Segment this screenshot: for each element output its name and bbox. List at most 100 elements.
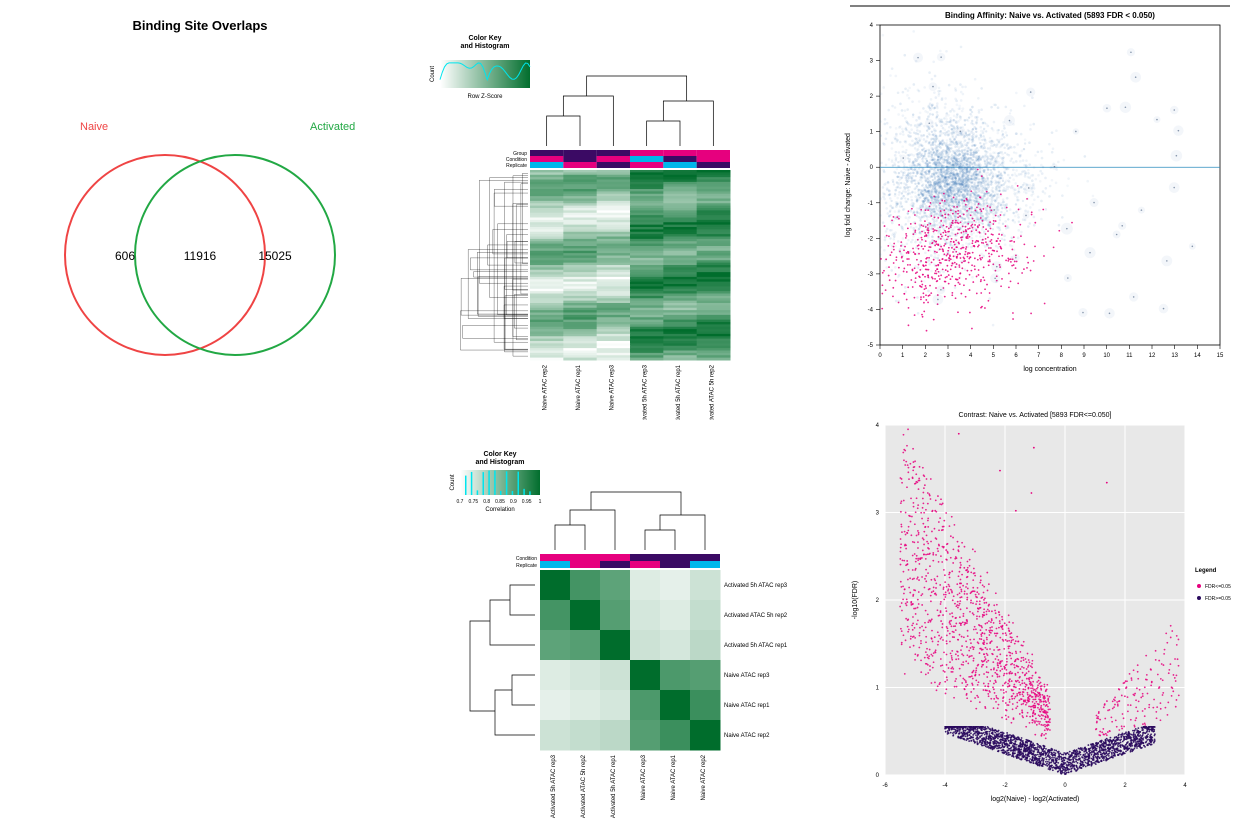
svg-text:15: 15	[1217, 353, 1224, 359]
vol-legend-label: FDR<=0.05	[1205, 584, 1231, 590]
svg-text:and Histogram: and Histogram	[460, 43, 509, 50]
svg-text:-3: -3	[868, 272, 874, 278]
hm2-row-label: Naive ATAC rep2	[724, 733, 770, 739]
hm1-annot	[530, 162, 563, 168]
svg-text:Condition: Condition	[516, 556, 537, 562]
svg-text:Count: Count	[450, 474, 456, 490]
hm1-colorkey-title: Color Key	[468, 35, 501, 42]
hm1-annot	[697, 162, 730, 168]
svg-text:0: 0	[870, 165, 874, 171]
volcano-svg: Contrast: Naive vs. Activated [5893 FDR<…	[830, 405, 1248, 825]
vol-ylabel: -log10(FDR)	[852, 581, 859, 620]
hm2-col-label: Naive ATAC rep1	[671, 754, 677, 800]
hm1-annot	[597, 150, 630, 156]
hm1-annot	[563, 162, 596, 168]
svg-text:4: 4	[969, 353, 973, 359]
hm1-annot	[597, 156, 630, 162]
venn-right-value: 15025	[258, 249, 292, 263]
svg-text:14: 14	[1194, 353, 1201, 359]
svg-text:11: 11	[1126, 353, 1133, 359]
hm1-annot	[663, 162, 696, 168]
venn-right-label: Activated	[310, 121, 355, 133]
svg-text:9: 9	[1082, 353, 1086, 359]
hm1-annot	[663, 150, 696, 156]
hm1-col-label: Naive ATAC rep2	[543, 364, 549, 410]
svg-text:3: 3	[946, 353, 950, 359]
hm1-annot	[597, 162, 630, 168]
vol-title: Contrast: Naive vs. Activated [5893 FDR<…	[959, 412, 1112, 419]
hm1-annot	[630, 156, 663, 162]
svg-text:4: 4	[870, 23, 874, 29]
venn-panel: Binding Site OverlapsNaiveActivated60611…	[0, 0, 400, 420]
venn-left-label: Naive	[80, 121, 108, 133]
svg-text:3: 3	[870, 59, 874, 65]
svg-text:2: 2	[924, 353, 928, 359]
svg-text:8: 8	[1060, 353, 1064, 359]
ma-xlabel: log concentration	[1023, 366, 1076, 373]
svg-text:10: 10	[1103, 353, 1110, 359]
venn-svg: Binding Site OverlapsNaiveActivated60611…	[0, 0, 400, 420]
svg-text:0.7: 0.7	[457, 499, 464, 505]
heatmap2-svg: Color Keyand HistogramCountCorrelation0.…	[420, 440, 800, 825]
hm1-col-dendro	[547, 76, 714, 146]
svg-text:0.9: 0.9	[510, 499, 517, 505]
hm2-row-label: Naive ATAC rep1	[724, 703, 770, 709]
hm1-col-label: Naive ATAC rep1	[576, 364, 582, 410]
svg-text:Replicate: Replicate	[506, 163, 527, 169]
vol-legend-label: FDR>=0.05	[1205, 596, 1231, 602]
hm1-annot	[530, 150, 563, 156]
maplot-svg: Binding Affinity: Naive vs. Activated (5…	[830, 0, 1240, 390]
svg-text:0: 0	[878, 353, 882, 359]
venn-right-circle	[135, 155, 335, 355]
svg-text:1: 1	[870, 130, 874, 136]
svg-text:0.95: 0.95	[522, 499, 532, 505]
svg-text:0.8: 0.8	[483, 499, 490, 505]
svg-text:6: 6	[1014, 353, 1018, 359]
hm1-annot	[630, 150, 663, 156]
hm1-col-label: Activated 5h ATAC rep1	[676, 364, 682, 420]
svg-text:5: 5	[992, 353, 996, 359]
svg-text:0.85: 0.85	[495, 499, 505, 505]
hm2-col-label: Naive ATAC rep3	[641, 754, 647, 800]
hm1-col-label: Activated 5h ATAC rep3	[643, 364, 649, 420]
svg-text:Count: Count	[430, 66, 436, 82]
vol-xlabel: log2(Naive) - log2(Activated)	[991, 796, 1080, 803]
ma-ylabel: log fold change: Naive - Activated	[845, 133, 852, 237]
svg-text:-1: -1	[868, 201, 874, 207]
hm1-row-dendro	[460, 173, 528, 356]
heatmap1-svg: Color Keyand HistogramCountRow Z-ScoreGr…	[420, 20, 770, 420]
svg-text:-5: -5	[868, 343, 874, 349]
svg-text:Row Z-Score: Row Z-Score	[467, 94, 503, 100]
svg-text:12: 12	[1149, 353, 1156, 359]
svg-text:-4: -4	[868, 307, 874, 313]
hm1-annot	[697, 150, 730, 156]
svg-text:Replicate: Replicate	[516, 563, 537, 569]
heatmap2-panel: Color Keyand HistogramCountCorrelation0.…	[420, 440, 800, 825]
maplot-panel: Binding Affinity: Naive vs. Activated (5…	[830, 0, 1240, 390]
hm2-col-label: Activated ATAC 5h rep2	[581, 754, 587, 818]
hm1-col-label: Activated ATAC 5h rep2	[709, 364, 715, 420]
hm2-row-label: Naive ATAC rep3	[724, 673, 770, 679]
hm2-col-label: Naive ATAC rep2	[701, 754, 707, 800]
hm1-annot	[563, 150, 596, 156]
svg-text:7: 7	[1037, 353, 1041, 359]
svg-text:and Histogram: and Histogram	[475, 459, 524, 466]
hm1-annot	[530, 156, 563, 162]
svg-text:Correlation: Correlation	[485, 507, 514, 513]
svg-text:2: 2	[870, 94, 874, 100]
vol-legend-title: Legend	[1195, 568, 1217, 574]
hm2-row-label: Activated 5h ATAC rep3	[724, 583, 788, 589]
hm2-col-label: Activated 5h ATAC rep1	[611, 754, 617, 818]
hm2-row-label: Activated ATAC 5h rep2	[724, 613, 788, 619]
svg-text:13: 13	[1171, 353, 1178, 359]
svg-text:-2: -2	[868, 236, 874, 242]
hm1-annot	[697, 156, 730, 162]
hm1-annot	[563, 156, 596, 162]
ma-title: Binding Affinity: Naive vs. Activated (5…	[945, 11, 1155, 20]
venn-left-value: 606	[115, 249, 135, 263]
venn-intersection: 11916	[184, 249, 217, 263]
svg-text:0.75: 0.75	[468, 499, 478, 505]
hm1-annot	[663, 156, 696, 162]
hm2-col-label: Activated 5h ATAC rep3	[551, 754, 557, 818]
heatmap1-panel: Color Keyand HistogramCountRow Z-ScoreGr…	[420, 20, 770, 420]
